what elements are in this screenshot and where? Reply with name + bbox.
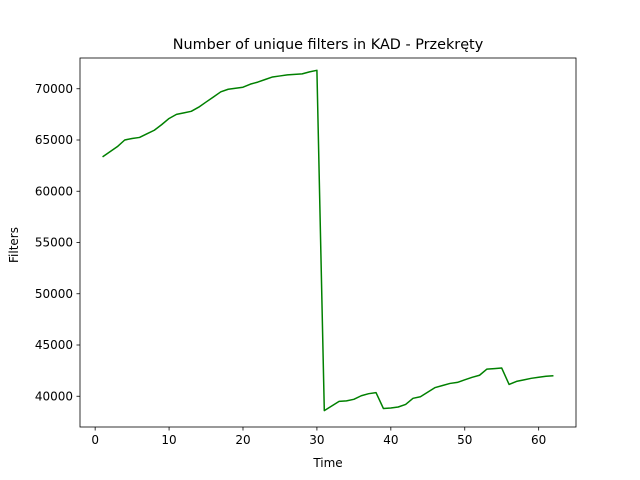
y-tick-label: 65000 xyxy=(35,133,73,147)
chart-title: Number of unique filters in KAD - Przekr… xyxy=(173,37,484,53)
x-tick-label: 10 xyxy=(161,433,176,447)
x-tick-label: 0 xyxy=(91,433,99,447)
y-axis-title: Filters xyxy=(7,227,21,263)
plot-area xyxy=(102,69,554,412)
y-tick-label: 50000 xyxy=(35,287,73,301)
y-tick-label: 45000 xyxy=(35,338,73,352)
x-tick-label: 60 xyxy=(531,433,546,447)
x-tick-label: 50 xyxy=(457,433,472,447)
series-line xyxy=(102,69,554,412)
x-axis: 0 10 20 30 40 50 60 xyxy=(91,427,546,447)
axes-frame xyxy=(79,57,577,428)
x-tick-label: 30 xyxy=(309,433,324,447)
x-axis-title: Time xyxy=(312,456,342,470)
y-tick-label: 55000 xyxy=(35,236,73,250)
y-tick-label: 70000 xyxy=(35,82,73,96)
y-axis: 40000 45000 50000 55000 60000 65000 70000 xyxy=(35,82,80,403)
x-tick-label: 40 xyxy=(383,433,398,447)
x-tick-label: 20 xyxy=(235,433,250,447)
y-tick-label: 40000 xyxy=(35,389,73,403)
y-tick-label: 60000 xyxy=(35,184,73,198)
